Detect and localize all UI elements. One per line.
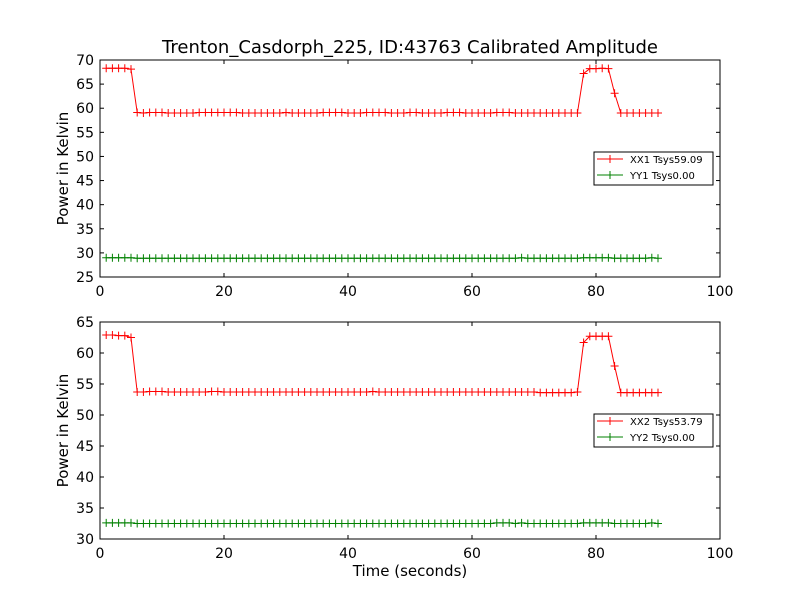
bottom-y-axis-label: Power in Kelvin — [54, 374, 72, 488]
top-series-0-point — [610, 89, 619, 98]
top-legend-entry-0: XX1 Tsys59.09 — [597, 155, 703, 166]
bottom-series-layer — [102, 331, 662, 528]
bottom-series-1-point — [486, 519, 495, 528]
top-series-0-point — [127, 65, 135, 74]
x-axis-label: Time (seconds) — [352, 562, 468, 580]
bottom-x-tick-label: 80 — [587, 546, 605, 562]
bottom-series-1-point — [517, 518, 526, 527]
bottom-legend-marker-1 — [606, 433, 614, 441]
top-y-tick-label: 60 — [76, 101, 94, 117]
bottom-legend-box — [593, 413, 714, 448]
bottom-legend-marker-0 — [606, 417, 614, 425]
bottom-axes-frame — [99, 321, 721, 540]
bottom-series-0-point — [573, 388, 582, 397]
top-legend: XX1 Tsys59.09 YY1 Tsys0.00 — [593, 151, 714, 186]
bottom-legend-label-0: XX2 Tsys53.79 — [630, 417, 703, 428]
bottom-series-1-point — [654, 519, 662, 528]
top-legend-label-1: YY1 Tsys0.00 — [629, 171, 695, 182]
bottom-series-0-point — [654, 388, 662, 397]
bottom-y-tick-label: 40 — [76, 470, 94, 486]
top-axes-frame — [99, 59, 721, 278]
bottom-legend-entry-0: XX2 Tsys53.79 — [597, 417, 703, 428]
top-legend-entry-1: YY1 Tsys0.00 — [597, 171, 695, 182]
top-legend-box — [593, 151, 714, 186]
top-legend-marker-0 — [606, 155, 614, 163]
bottom-series-0-point — [120, 331, 129, 340]
bottom-y-tick-label: 45 — [76, 439, 94, 455]
bottom-y-tick-label: 55 — [76, 377, 94, 393]
top-y-tick-label: 55 — [76, 125, 94, 141]
bottom-series-0-point — [530, 388, 538, 397]
bottom-series-0-point — [610, 362, 619, 371]
bottom-series-1-point — [573, 519, 582, 528]
top-x-tick-label: 60 — [463, 284, 481, 300]
bottom-panel: 0 20 40 60 80 100 30 35 40 45 50 55 60 65 Power in Ke… — [54, 315, 733, 580]
top-y-tick-label: 45 — [76, 174, 94, 190]
bottom-series-0-point — [158, 387, 166, 396]
bottom-series-0-point — [567, 388, 576, 397]
bottom-series-0-point — [108, 331, 117, 340]
bottom-y-tick-label: 50 — [76, 408, 94, 424]
bottom-series-1-point — [647, 518, 656, 527]
top-panel: 0 20 40 60 80 100 25 30 35 40 45 50 55 60 65 70 Power i… — [54, 53, 733, 300]
top-series-0-point — [579, 69, 588, 78]
bottom-series-1-point — [511, 519, 520, 528]
top-series-0-point — [604, 64, 613, 73]
top-series-layer — [102, 64, 662, 263]
top-y-tick-label: 40 — [76, 198, 94, 214]
bottom-y-tick-label: 60 — [76, 346, 94, 362]
bottom-series-0-point — [213, 387, 222, 396]
bottom-series-1-point — [604, 518, 613, 527]
bottom-x-tick-label: 40 — [339, 546, 357, 562]
top-x-tick-label: 40 — [339, 284, 357, 300]
bottom-x-tick-label: 100 — [707, 546, 734, 562]
bottom-series-0-point — [368, 387, 377, 396]
top-x-tick-label: 0 — [96, 284, 105, 300]
top-series-1-point — [654, 254, 662, 263]
bottom-ticks: 0 20 40 60 80 100 30 35 40 45 50 55 60 65 — [76, 315, 733, 562]
top-legend-marker-1 — [606, 171, 614, 179]
bottom-series-1-point — [127, 518, 135, 527]
bottom-legend-label-1: YY2 Tsys0.00 — [629, 433, 695, 444]
bottom-series-1-point — [641, 519, 650, 528]
bottom-series-0-point — [604, 332, 613, 341]
top-y-tick-label: 25 — [76, 270, 94, 286]
top-y-tick-label: 30 — [76, 246, 94, 262]
chart-title: Trenton_Casdorph_225, ID:43763 Calibrate… — [161, 37, 658, 58]
bottom-legend-entry-1: YY2 Tsys0.00 — [597, 433, 695, 444]
bottom-x-tick-label: 0 — [96, 546, 105, 562]
bottom-series-0-point — [201, 388, 210, 397]
top-series-0-point — [573, 109, 582, 118]
bottom-legend: XX2 Tsys53.79 YY2 Tsys0.00 — [593, 413, 714, 448]
bottom-series-0-point — [579, 338, 588, 347]
bottom-y-tick-label: 30 — [76, 532, 94, 548]
top-series-0-point — [120, 64, 129, 73]
top-x-tick-label: 20 — [215, 284, 233, 300]
top-y-tick-label: 65 — [76, 77, 94, 93]
top-ticks: 0 20 40 60 80 100 25 30 35 40 45 50 55 60 65 70 — [76, 53, 733, 300]
bottom-y-tick-label: 35 — [76, 501, 94, 517]
top-legend-label-0: XX1 Tsys59.09 — [630, 155, 703, 166]
top-y-tick-label: 35 — [76, 222, 94, 238]
bottom-series-0-point — [139, 388, 148, 397]
top-series-0-point — [654, 109, 662, 118]
top-y-axis-label: Power in Kelvin — [54, 112, 72, 226]
top-x-tick-label: 80 — [587, 284, 605, 300]
bottom-y-tick-label: 65 — [76, 315, 94, 331]
bottom-x-tick-label: 60 — [463, 546, 481, 562]
bottom-series-0-point — [362, 388, 371, 397]
bottom-series-0-point — [127, 333, 135, 342]
top-y-tick-label: 50 — [76, 149, 94, 165]
bottom-x-tick-label: 20 — [215, 546, 233, 562]
top-y-tick-label: 70 — [76, 53, 94, 69]
top-x-tick-label: 100 — [707, 284, 734, 300]
bottom-series-1-point — [505, 518, 514, 527]
